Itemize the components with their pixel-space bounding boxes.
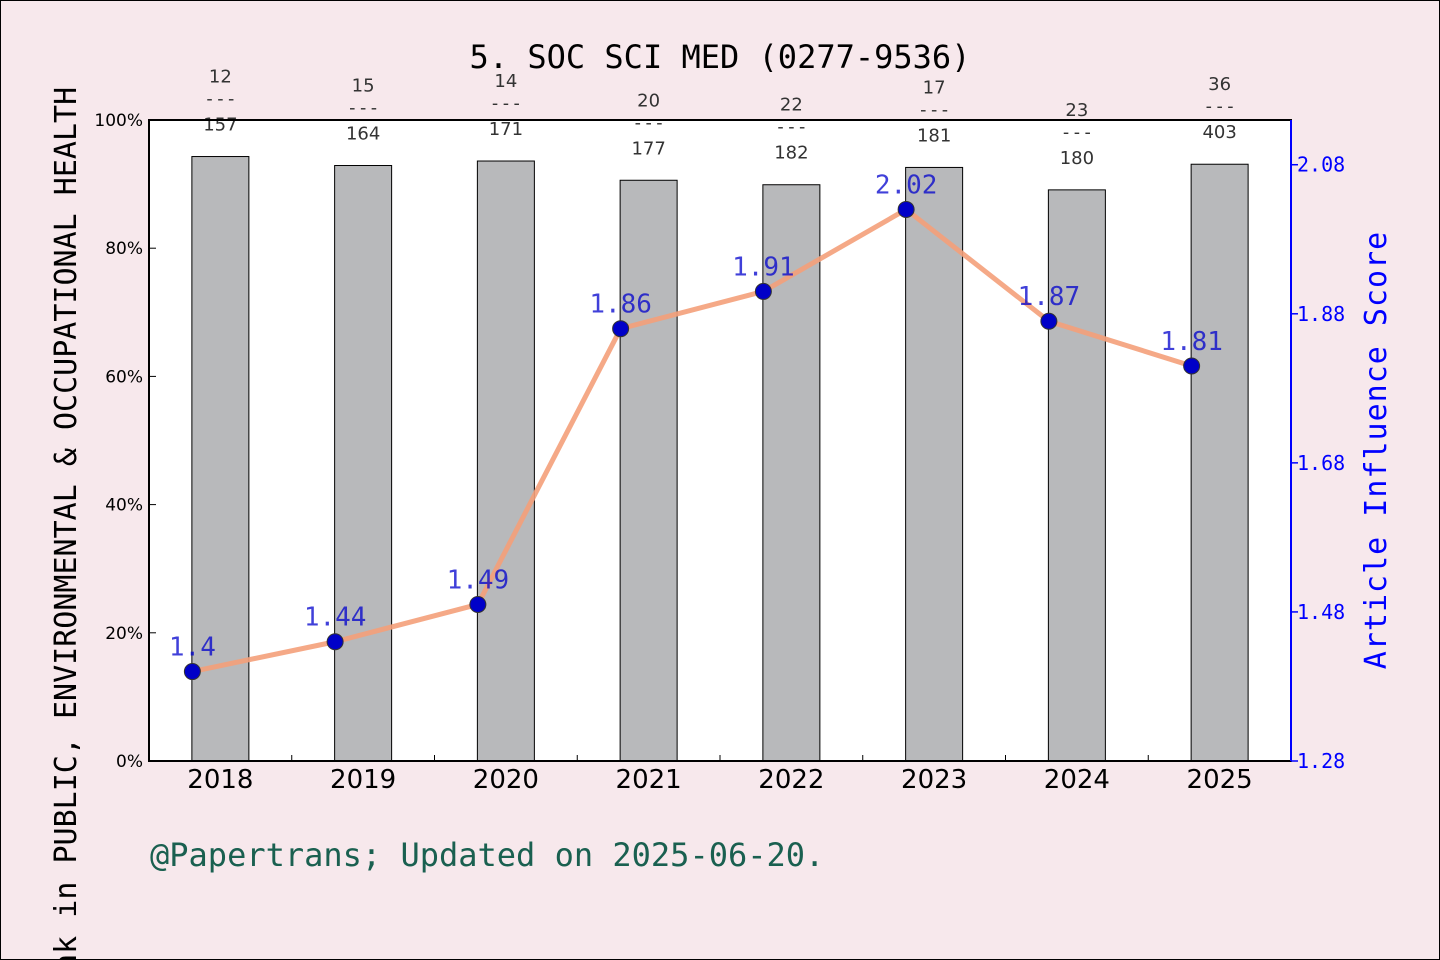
rank-total-2024: 180 — [1060, 148, 1094, 169]
ais-value-label-2019: 1.44 — [304, 603, 367, 633]
bar-2024 — [1047, 189, 1106, 762]
rank-total-2023: 181 — [917, 125, 951, 146]
y-tick-label: 60% — [105, 367, 143, 387]
ais-point-2025 — [1183, 357, 1201, 375]
y2-axis-ticks: 1.28 1.48 1.68 1.88 2.08 — [1290, 120, 1345, 773]
rank-total-2025: 403 — [1202, 122, 1236, 143]
y2-tick-label: 1.88 — [1297, 302, 1345, 326]
footer-note: @Papertrans; Updated on 2025-06-20. — [150, 836, 824, 874]
y-tick-label: 100% — [94, 111, 143, 131]
y2-axis-label: Article Influence Score — [1359, 231, 1394, 669]
bar-2023 — [905, 166, 964, 762]
y-tick-label: 20% — [105, 624, 143, 644]
rank-label-2024: 23 — [1065, 100, 1088, 121]
x-tick-label-2022: 2022 — [758, 765, 824, 795]
x-tick-label-2018: 2018 — [187, 765, 253, 795]
x-tick-label-2020: 2020 — [473, 765, 539, 795]
plot-area — [149, 120, 1291, 761]
rank-total-2018: 157 — [203, 115, 237, 136]
ais-value-label-2022: 1.91 — [732, 252, 795, 282]
rank-label-2019: 15 — [352, 76, 375, 97]
rank-separator-2023: --- — [918, 99, 951, 120]
rank-separator-2020: --- — [490, 93, 523, 114]
rank-total-2019: 164 — [346, 124, 380, 145]
ais-point-2021 — [612, 320, 630, 338]
rank-label-2020: 14 — [494, 71, 517, 92]
rank-separator-2025: --- — [1203, 96, 1236, 117]
rank-separator-2022: --- — [775, 117, 808, 138]
rank-label-2021: 20 — [637, 90, 660, 111]
x-tick-label-2023: 2023 — [901, 765, 967, 795]
chart-title: 5. SOC SCI MED (0277-9536) — [470, 38, 971, 76]
y-tick-label: 80% — [105, 239, 143, 259]
ais-point-2024 — [1040, 312, 1058, 330]
rank-separator-2024: --- — [1061, 122, 1094, 143]
bar-2025 — [1190, 163, 1249, 762]
rank-labels-group: 12---15715---16414---17120---17722---182… — [203, 67, 1237, 169]
rank-label-2022: 22 — [780, 95, 803, 116]
ais-point-2020 — [469, 595, 487, 613]
ais-line — [191, 206, 1193, 675]
x-tick-label-2025: 2025 — [1187, 765, 1253, 795]
ais-point-2019 — [326, 633, 344, 651]
rank-label-2023: 17 — [923, 77, 946, 98]
x-axis-ticks: 2018 2019 2020 2021 2022 2023 2024 2025 — [187, 755, 1253, 795]
rank-separator-2021: --- — [632, 112, 665, 133]
bars-group — [191, 156, 1249, 762]
rank-total-2022: 182 — [774, 143, 808, 164]
y2-tick-label: 1.68 — [1297, 451, 1345, 475]
ais-value-label-2024: 1.87 — [1018, 282, 1081, 312]
ais-value-label-2023: 2.02 — [875, 170, 938, 200]
y-axis-ticks: 0% 20% 40% 60% 80% 100% — [94, 111, 156, 772]
bar-2020 — [476, 160, 535, 762]
ais-point-2022 — [754, 282, 772, 300]
rank-separator-2018: --- — [204, 89, 237, 110]
y-tick-label: 40% — [105, 496, 143, 516]
x-tick-label-2024: 2024 — [1044, 765, 1110, 795]
ais-value-label-2020: 1.49 — [447, 565, 510, 595]
y2-tick-label: 1.48 — [1297, 600, 1345, 624]
y2-tick-label: 1.28 — [1297, 749, 1345, 773]
ais-value-label-2021: 1.86 — [589, 290, 652, 320]
y-tick-label: 0% — [116, 752, 143, 772]
x-tick-label-2019: 2019 — [330, 765, 396, 795]
y-axis-label: Rank in PUBLIC, ENVIRONMENTAL & OCCUPATI… — [49, 87, 84, 960]
y2-tick-label: 2.08 — [1297, 153, 1345, 177]
bar-2019 — [334, 165, 393, 762]
rank-separator-2019: --- — [347, 98, 380, 119]
rank-label-2018: 12 — [209, 67, 232, 88]
rank-label-2025: 36 — [1208, 74, 1231, 95]
bar-2022 — [762, 184, 821, 762]
ais-point-2023 — [897, 200, 915, 218]
bar-2021 — [619, 179, 678, 762]
line-series-group: 1.4 1.44 1.49 1.86 1.91 2.02 1.87 1.81 — [169, 170, 1223, 681]
rank-total-2020: 171 — [489, 119, 523, 140]
x-tick-label-2021: 2021 — [616, 765, 682, 795]
ais-point-2018 — [183, 663, 201, 681]
rank-total-2021: 177 — [631, 138, 665, 159]
ais-value-label-2025: 1.81 — [1160, 327, 1223, 357]
ais-value-label-2018: 1.4 — [169, 633, 216, 663]
